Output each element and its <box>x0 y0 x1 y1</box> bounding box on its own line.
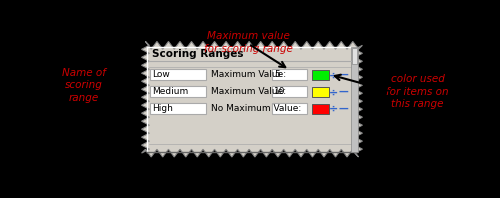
Text: Low: Low <box>152 70 170 79</box>
Text: ÷: ÷ <box>329 87 338 97</box>
Bar <box>352 48 357 64</box>
Bar <box>312 104 329 114</box>
Text: ÷: ÷ <box>329 70 338 80</box>
Bar <box>272 103 306 114</box>
Text: —: — <box>339 104 348 114</box>
Bar <box>272 69 306 80</box>
Bar <box>150 69 206 80</box>
Bar <box>312 70 329 80</box>
Text: —: — <box>339 70 348 80</box>
Bar <box>150 103 206 114</box>
Text: 5: 5 <box>274 70 280 79</box>
Bar <box>272 86 306 97</box>
Text: ÷: ÷ <box>329 104 338 114</box>
Text: High: High <box>152 104 174 113</box>
Bar <box>312 87 329 97</box>
Bar <box>351 47 358 152</box>
Text: 10: 10 <box>274 87 285 96</box>
Text: —: — <box>339 87 348 97</box>
Text: No Maximum Value:: No Maximum Value: <box>212 104 302 113</box>
Text: Medium: Medium <box>152 87 188 96</box>
Bar <box>150 86 206 97</box>
Text: Maximum Value:: Maximum Value: <box>212 70 286 79</box>
Polygon shape <box>142 41 362 157</box>
Text: Name of
scoring
range: Name of scoring range <box>62 68 106 103</box>
Text: Maximum Value:: Maximum Value: <box>212 87 286 96</box>
Text: Maximum value
for scoring range: Maximum value for scoring range <box>204 31 293 54</box>
Text: color used
for items on
this range: color used for items on this range <box>386 74 449 109</box>
Text: Scoring Ranges: Scoring Ranges <box>152 49 243 59</box>
